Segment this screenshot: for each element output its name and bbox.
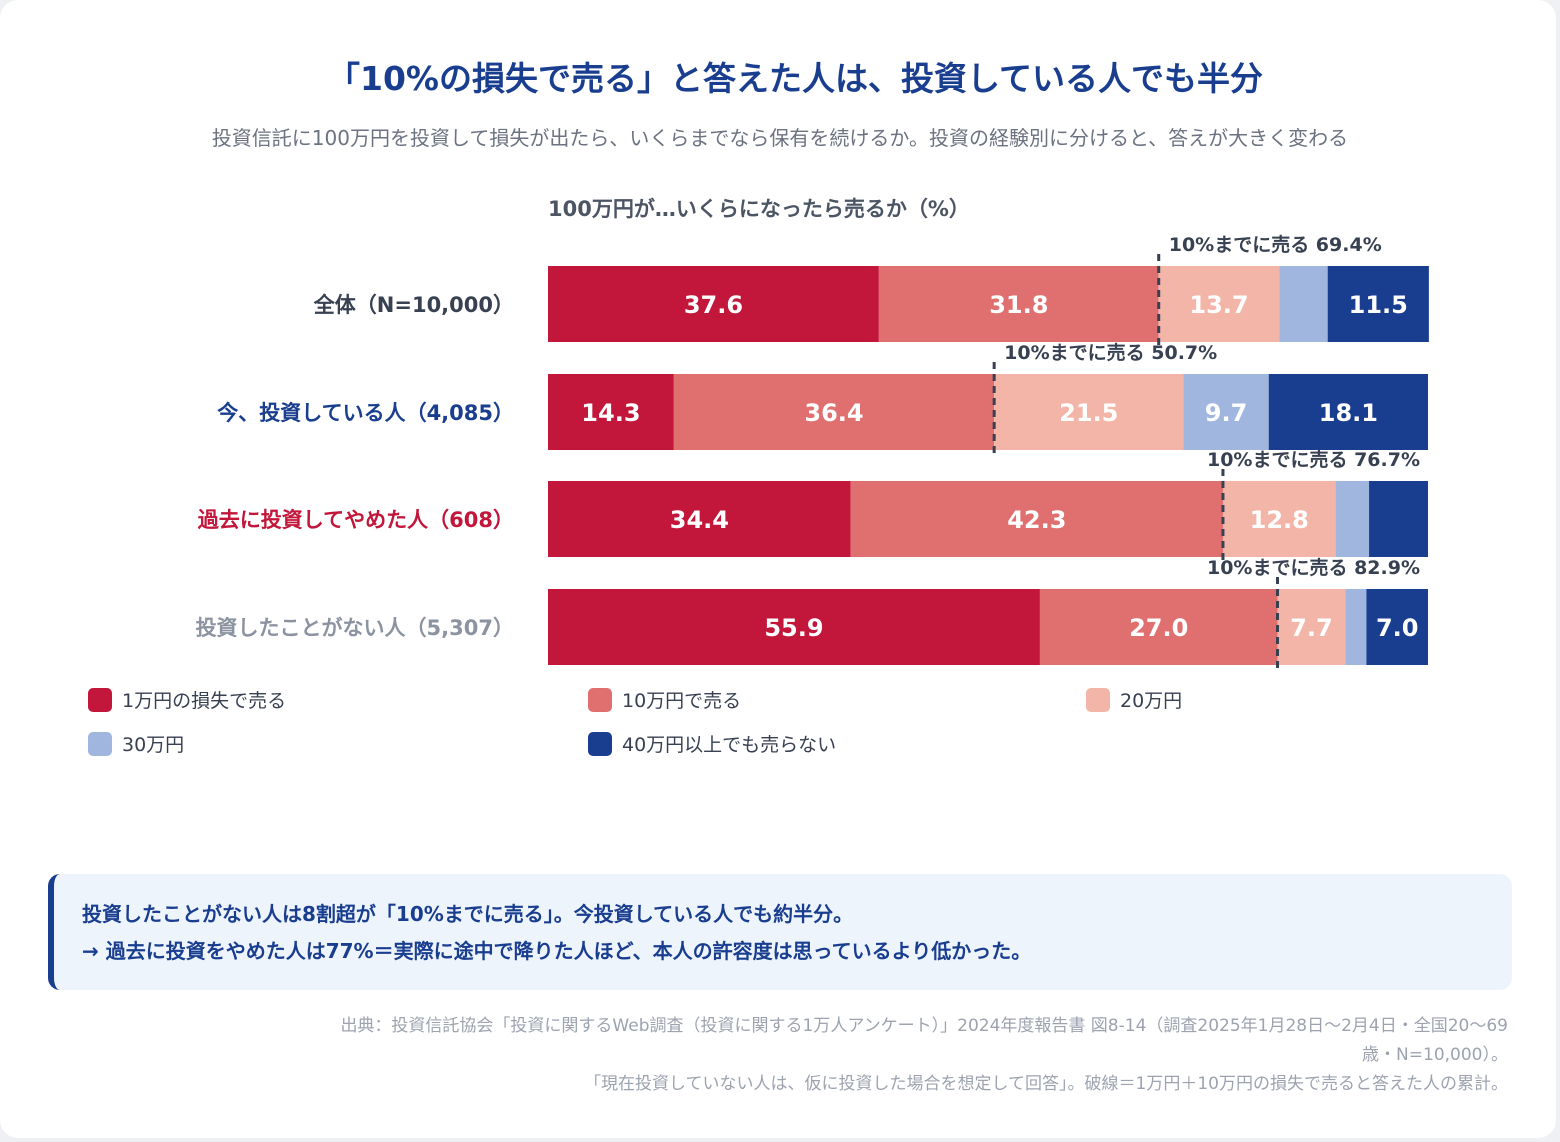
bar-segment [1039, 589, 1278, 665]
source-line-3: 「現在投資していない人は、仮に投資した場合を想定して回答」。破線＝1万円＋10万… [584, 1074, 1508, 1094]
cumulative-marker-label: 10%までに売る 69.4% [1169, 233, 1382, 256]
data-label: 34.4 [670, 506, 729, 534]
legend-item: 10万円で売る [588, 686, 741, 713]
cumulative-marker-label: 10%までに売る 50.7% [1004, 341, 1217, 364]
legend-swatch [88, 731, 112, 756]
legend-item: 20万円 [1086, 686, 1182, 713]
data-label: 14.3 [581, 399, 640, 427]
bar-segment [548, 266, 879, 342]
data-label: 11.5 [1349, 291, 1408, 319]
data-label: 18.1 [1319, 399, 1378, 427]
data-label: 37.6 [684, 291, 743, 319]
cumulative-marker-label: 10%までに売る 82.9% [1207, 556, 1420, 579]
source-note: 出典：投資信託協会「投資に関するWeb調査（投資に関する1万人アンケート）」20… [38, 1012, 1508, 1099]
data-label: 7.0 [1376, 614, 1419, 642]
data-label: 55.9 [764, 614, 823, 642]
legend-label: 1万円の損失で売る [122, 690, 287, 712]
legend-label: 30万円 [122, 734, 185, 756]
legend-item: 40万円以上でも売らない [588, 730, 836, 757]
bar-segment [548, 481, 851, 557]
bar-segment [548, 374, 674, 450]
data-label: 21.5 [1059, 399, 1118, 427]
bar-segment [548, 589, 1040, 665]
legend-label: 10万円で売る [622, 690, 742, 712]
data-label: 42.3 [1007, 506, 1066, 534]
bar-segment [1279, 266, 1328, 342]
legend-swatch [88, 687, 112, 712]
legend-label: 20万円 [1120, 690, 1183, 712]
insight-line-2: → 過去に投資をやめた人は77%＝実際に途中で降りた人ほど、本人の許容度は思って… [82, 939, 1032, 963]
insight-line-1: 投資したことがない人は8割超が「10%までに売る」。今投資している人でも約半分。 [82, 902, 854, 926]
cumulative-marker-label: 10%までに売る 76.7% [1207, 448, 1420, 471]
data-label: 12.8 [1250, 506, 1309, 534]
bar-segment [1222, 481, 1336, 557]
bar-segment [1158, 266, 1280, 342]
category-label: 投資したことがない人（5,307） [196, 616, 514, 640]
bar-segment [878, 266, 1159, 342]
category-label: 全体（N=10,000） [313, 293, 514, 317]
bar-segment [1268, 374, 1428, 450]
category-label: 過去に投資してやめた人（608） [198, 508, 514, 532]
legend-swatch [588, 687, 612, 712]
bar-segment [1183, 374, 1269, 450]
key-insight-box: 投資したことがない人は8割超が「10%までに売る」。今投資している人でも約半分。… [48, 874, 1512, 990]
legend-swatch [1086, 687, 1110, 712]
bar-segment [994, 374, 1184, 450]
page-subtitle: 投資信託に100万円を投資して損失が出たら、いくらまでなら保有を続けるか。投資の… [211, 126, 1349, 150]
chart-title: 100万円が…いくらになったら売るか（%） [548, 197, 970, 221]
data-label: 27.0 [1129, 614, 1188, 642]
bar-segment [1366, 589, 1428, 665]
data-label: 9.7 [1205, 399, 1248, 427]
data-label: 31.8 [989, 291, 1048, 319]
legend-item: 1万円の損失で売る [88, 686, 286, 713]
data-label: 7.7 [1290, 614, 1333, 642]
page-title: 「10%の損失で売る」と答えた人は、投資している人でも半分 [327, 59, 1263, 98]
bar-segment [1277, 589, 1346, 665]
data-label: 36.4 [804, 399, 863, 427]
stacked-bar-chart: 全体（N=10,000） 37.6 31.8 13.7 11.5 10%までに売る 69.… [196, 233, 1429, 671]
bar-segment [1345, 589, 1367, 665]
bar-segment [1335, 481, 1370, 557]
category-label: 今、投資している人（4,085） [217, 401, 514, 425]
data-label: 13.7 [1189, 291, 1248, 319]
bar-segment [850, 481, 1223, 557]
bar-segment [1369, 481, 1428, 557]
legend-label: 40万円以上でも売らない [622, 734, 837, 756]
bar-segment [1327, 266, 1429, 342]
source-line-2: 歳・N=10,000）。 [1362, 1045, 1508, 1065]
source-line-1: 出典：投資信託協会「投資に関するWeb調査（投資に関する1万人アンケート）」20… [340, 1016, 1508, 1036]
legend-swatch [588, 731, 612, 756]
legend-item: 30万円 [88, 730, 184, 757]
bar-segment [673, 374, 995, 450]
